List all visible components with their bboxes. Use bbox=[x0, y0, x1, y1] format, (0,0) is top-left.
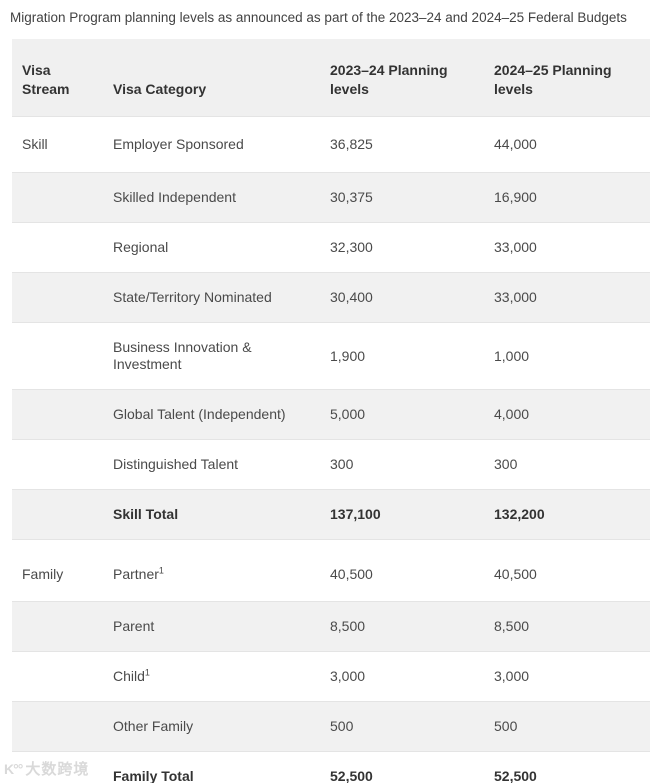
planning-2024-25-cell: 1,000 bbox=[494, 347, 530, 364]
visa-stream-cell bbox=[12, 652, 103, 702]
planning-2024-25-cell: 16,900 bbox=[494, 189, 537, 205]
table-row: Child1 3,000 3,000 bbox=[12, 651, 650, 702]
planning-2023-24-cell: 8,500 bbox=[330, 618, 366, 634]
table-row: Other Family 500 500 bbox=[12, 701, 650, 752]
table-row: Regional 32,300 33,000 bbox=[12, 222, 650, 273]
visa-category-cell: Family Total bbox=[113, 768, 194, 783]
visa-category-cell: Child1 bbox=[113, 667, 150, 684]
col-header-visa-stream: Visa Stream bbox=[22, 62, 70, 97]
footnote-marker: 1 bbox=[158, 565, 164, 576]
table-row: Business Innovation & Investment 1,900 1,0… bbox=[12, 322, 650, 390]
planning-2023-24-cell: 137,100 bbox=[330, 506, 381, 522]
col-header-2024-25: 2024–25 Planning levels bbox=[494, 62, 612, 97]
planning-2024-25-cell: 132,200 bbox=[494, 506, 545, 522]
col-header-2023-24: 2023–24 Planning levels bbox=[330, 62, 448, 97]
visa-stream-cell bbox=[12, 602, 103, 652]
col-header-visa-category: Visa Category bbox=[113, 81, 207, 97]
visa-category-cell: Parent bbox=[113, 618, 155, 634]
planning-levels-table: Visa Stream Visa Category 2023–24 Planni… bbox=[12, 39, 650, 783]
table-row: Skill Total 137,100 132,200 bbox=[12, 489, 650, 540]
visa-stream-cell bbox=[12, 440, 103, 490]
planning-2024-25-cell: 44,000 bbox=[494, 136, 537, 152]
table-row: Parent 8,500 8,500 bbox=[12, 601, 650, 652]
table-row: Family Partner1 40,500 40,500 bbox=[12, 539, 650, 602]
planning-2023-24-cell: 30,375 bbox=[330, 189, 373, 205]
planning-2023-24-cell: 36,825 bbox=[330, 136, 373, 152]
visa-category-cell: Employer Sponsored bbox=[113, 136, 244, 152]
table-body: Skill Employer Sponsored 36,825 44,000 Skill… bbox=[12, 116, 650, 783]
page-title: Migration Program planning levels as ann… bbox=[10, 10, 627, 25]
visa-category-cell: Skill Total bbox=[113, 506, 179, 522]
visa-category-cell: Regional bbox=[113, 239, 169, 255]
visa-category-cell: State/Territory Nominated bbox=[113, 289, 272, 305]
visa-stream-cell: Family bbox=[22, 566, 64, 582]
visa-category-cell: Other Family bbox=[113, 718, 194, 734]
table-row: Distinguished Talent 300 300 bbox=[12, 439, 650, 490]
planning-2024-25-cell: 300 bbox=[494, 456, 518, 472]
table-row: Skilled Independent 30,375 16,900 bbox=[12, 172, 650, 223]
visa-stream-cell bbox=[12, 223, 103, 273]
visa-stream-cell bbox=[12, 173, 103, 223]
visa-stream-cell bbox=[12, 752, 103, 783]
visa-stream-cell bbox=[12, 390, 103, 440]
table-row: Family Total 52,500 52,500 bbox=[12, 751, 650, 783]
visa-stream-cell bbox=[12, 702, 103, 752]
visa-category-cell: Distinguished Talent bbox=[113, 456, 239, 472]
planning-2023-24-cell: 500 bbox=[330, 718, 354, 734]
visa-category-cell: Partner1 bbox=[113, 565, 164, 582]
visa-stream-cell bbox=[12, 273, 103, 323]
footnote-marker: 1 bbox=[144, 667, 150, 678]
visa-stream-cell bbox=[12, 323, 103, 390]
table-row: State/Territory Nominated 30,400 33,000 bbox=[12, 272, 650, 323]
planning-2024-25-cell: 4,000 bbox=[494, 406, 530, 422]
table-row: Global Talent (Independent) 5,000 4,000 bbox=[12, 389, 650, 440]
planning-2023-24-cell: 300 bbox=[330, 456, 354, 472]
planning-2023-24-cell: 40,500 bbox=[330, 566, 373, 582]
planning-2023-24-cell: 32,300 bbox=[330, 239, 373, 255]
visa-stream-cell: Skill bbox=[22, 136, 48, 152]
planning-2023-24-cell: 30,400 bbox=[330, 289, 373, 305]
planning-2024-25-cell: 33,000 bbox=[494, 289, 537, 305]
planning-2024-25-cell: 500 bbox=[494, 718, 518, 734]
planning-2023-24-cell: 3,000 bbox=[330, 668, 366, 684]
visa-category-cell: Business Innovation & Investment bbox=[113, 339, 252, 372]
planning-2024-25-cell: 52,500 bbox=[494, 768, 537, 783]
visa-category-cell: Global Talent (Independent) bbox=[113, 406, 286, 422]
visa-stream-cell bbox=[12, 490, 103, 540]
planning-2023-24-cell: 1,900 bbox=[330, 347, 366, 364]
table-header-row: Visa Stream Visa Category 2023–24 Planni… bbox=[12, 39, 650, 117]
planning-2024-25-cell: 33,000 bbox=[494, 239, 537, 255]
planning-2024-25-cell: 8,500 bbox=[494, 618, 530, 634]
planning-2023-24-cell: 52,500 bbox=[330, 768, 373, 783]
planning-2024-25-cell: 40,500 bbox=[494, 566, 537, 582]
visa-category-cell: Skilled Independent bbox=[113, 189, 236, 205]
planning-2024-25-cell: 3,000 bbox=[494, 668, 530, 684]
planning-2023-24-cell: 5,000 bbox=[330, 406, 366, 422]
table-row: Skill Employer Sponsored 36,825 44,000 bbox=[12, 116, 650, 173]
